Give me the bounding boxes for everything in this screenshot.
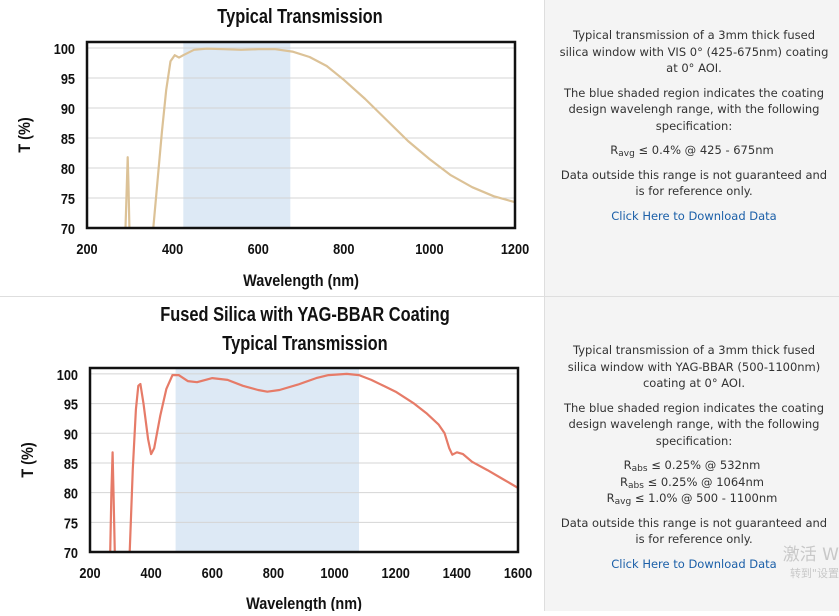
spec-symbol: R (606, 491, 615, 505)
x-tick-label: 800 (333, 240, 354, 257)
chart-cell-1: Typical Transmission 70 75 80 85 90 95 100 200 40… (0, 0, 545, 296)
spec-subscript: avg (618, 149, 635, 159)
activation-watermark: 激活 W (782, 545, 839, 565)
download-data-link[interactable]: Click Here to Download Data (611, 556, 777, 571)
info-cell-2: Typical transmission of a 3mm thick fuse… (545, 297, 839, 611)
y-tick-label: 80 (61, 160, 75, 177)
x-tick-label: 800 (263, 564, 284, 581)
chart-cell-2: Fused Silica with YAG-BBAR Coating Typica… (0, 297, 545, 613)
x-tick-label: 200 (76, 240, 97, 257)
chart-title: Fused Silica with YAG-BBAR Coating (160, 302, 449, 325)
spec-line: Ravg ≤ 1.0% @ 500 - 1100nm (545, 490, 839, 507)
transmission-curve (109, 451, 116, 552)
y-axis-label: T (%) (19, 442, 37, 477)
transmission-chart-2: Fused Silica with YAG-BBAR Coating Typica… (19, 302, 533, 613)
coating-range-shade (175, 368, 360, 552)
plot-frame (88, 366, 520, 554)
chart-title: Typical Transmission (217, 4, 382, 27)
x-tick-label: 400 (141, 564, 162, 581)
x-tick-label: 1400 (443, 564, 472, 581)
transmission-curve (152, 47, 515, 228)
chart-title: Typical Transmission (222, 331, 387, 354)
spec-subscript: abs (631, 464, 648, 474)
chart-row-1: Typical Transmission 70 75 80 85 90 95 100 200 40… (0, 0, 839, 297)
x-tick-label: 600 (248, 240, 269, 257)
x-tick-label: 600 (202, 564, 223, 581)
spec-line: Rabs ≤ 0.25% @ 532nm (545, 457, 839, 474)
spec-symbol: R (610, 143, 619, 157)
y-tick-label: 90 (61, 100, 75, 117)
y-tick-label: 80 (64, 485, 78, 502)
spec-symbol: R (620, 474, 628, 489)
spec-text: ≤ 0.25% @ 1064nm (643, 474, 764, 489)
x-tick-label: 400 (162, 240, 183, 257)
x-axis-label: Wavelength (nm) (243, 272, 359, 290)
y-tick-label: 100 (57, 366, 78, 383)
x-tick-label: 1600 (504, 564, 533, 581)
transmission-curve (124, 156, 131, 228)
spec-text: ≤ 0.4% @ 425 - 675nm (634, 143, 774, 157)
download-data-link[interactable]: Click Here to Download Data (611, 208, 777, 223)
spec-subscript: avg (614, 497, 632, 507)
x-axis-label: Wavelength (nm) (246, 595, 362, 611)
spec-list: Rabs ≤ 0.25% @ 532nm Rabs ≤ 0.25% @ 1064n… (545, 457, 839, 507)
x-tick-label: 1200 (382, 564, 411, 581)
coating-range-shade (183, 42, 291, 228)
spec-text: ≤ 1.0% @ 500 - 1100nm (631, 491, 778, 505)
chart-row-2: Fused Silica with YAG-BBAR Coating Typica… (0, 297, 839, 613)
x-tick-label: 1000 (415, 240, 444, 257)
info-shaded-note: The blue shaded region indicates the coa… (563, 400, 825, 448)
y-tick-label: 85 (61, 130, 75, 147)
spec-text: ≤ 0.25% @ 532nm (647, 458, 761, 472)
y-tick-label: 95 (61, 70, 75, 87)
x-tick-label: 1200 (501, 240, 530, 257)
x-tick-label: 1000 (320, 564, 349, 581)
y-tick-label: 90 (64, 425, 78, 442)
transmission-chart-1: Typical Transmission 70 75 80 85 90 95 100 200 40… (16, 4, 530, 290)
x-tick-label: 200 (79, 564, 100, 581)
y-tick-label: 75 (61, 190, 75, 207)
y-tick-label: 85 (64, 455, 78, 472)
y-tick-label: 75 (64, 514, 78, 531)
info-description: Typical transmission of a 3mm thick fuse… (559, 28, 829, 75)
info-disclaimer: Data outside this range is not guarantee… (560, 515, 828, 547)
y-tick-label: 70 (61, 220, 75, 237)
spec-line: Rabs ≤ 0.25% @ 1064nm (545, 474, 839, 491)
y-axis-label: T (%) (16, 117, 34, 152)
info-cell-1: Typical transmission of a 3mm thick fuse… (545, 0, 839, 296)
info-disclaimer: Data outside this range is not guarantee… (560, 167, 828, 199)
activation-watermark-hint: 转到"设置 (789, 567, 839, 580)
spec-symbol: R (623, 458, 632, 472)
plot-frame (85, 40, 517, 230)
info-description: Typical transmission of a 3mm thick fuse… (567, 343, 821, 390)
transmission-curve (128, 372, 518, 552)
spec-list: Ravg ≤ 0.4% @ 425 - 675nm (545, 142, 839, 159)
spec-line: Ravg ≤ 0.4% @ 425 - 675nm (545, 142, 839, 159)
spec-subscript: abs (628, 480, 644, 491)
y-tick-label: 100 (54, 40, 75, 57)
y-tick-label: 95 (64, 396, 78, 413)
y-tick-label: 70 (64, 544, 78, 561)
info-shaded-note: The blue shaded region indicates the coa… (563, 85, 825, 133)
